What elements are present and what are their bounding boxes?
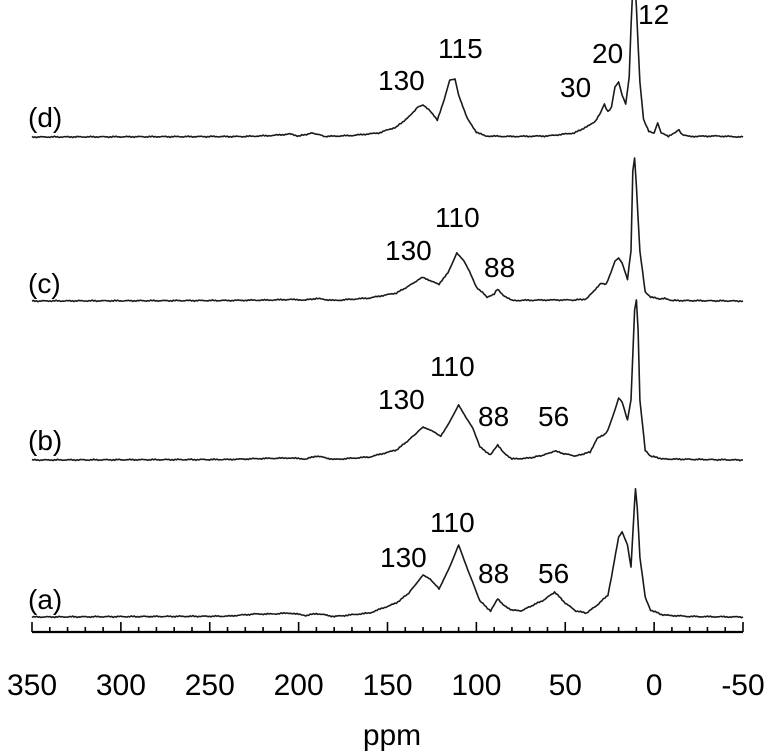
- x-tick-label: -50: [721, 669, 764, 702]
- peak-label-d-30: 30: [560, 72, 591, 103]
- series-label-c: (c): [28, 268, 61, 299]
- peak-label-c-110: 110: [435, 202, 480, 233]
- spectrum-trace-d: [31, 0, 744, 139]
- x-tick-label: 150: [362, 669, 412, 702]
- peak-label-a-88: 88: [478, 558, 509, 589]
- x-tick-label: 0: [646, 669, 663, 702]
- peak-label-d-115: 115: [438, 33, 483, 64]
- spectrum-trace-a: [31, 488, 744, 619]
- x-tick-label: 50: [549, 669, 582, 702]
- peak-label-c-130: 130: [385, 235, 432, 266]
- peak-label-a-130: 130: [380, 542, 427, 573]
- peak-label-d-130: 130: [378, 65, 425, 96]
- spectrum-trace-c: [31, 157, 744, 303]
- peak-label-b-88: 88: [478, 401, 509, 432]
- peak-label-a-56: 56: [538, 558, 569, 589]
- x-tick-label: 250: [185, 669, 235, 702]
- x-axis-title: ppm: [363, 719, 421, 752]
- peak-label-b-56: 56: [538, 401, 569, 432]
- peak-label-b-110: 110: [430, 351, 475, 382]
- series-label-a: (a): [28, 584, 62, 615]
- spectrum-trace-b: [31, 299, 744, 462]
- x-tick-label: 200: [274, 669, 324, 702]
- spectra-traces: [31, 0, 744, 619]
- peak-label-c-88: 88: [484, 252, 515, 283]
- peak-label-d-20: 20: [592, 38, 623, 69]
- x-tick-label: 100: [451, 669, 501, 702]
- x-tick-label: 350: [7, 669, 57, 702]
- series-label-b: (b): [28, 425, 62, 456]
- peak-label-a-110: 110: [430, 507, 475, 538]
- peak-label-d-12: 12: [638, 0, 669, 30]
- series-label-d: (d): [28, 102, 62, 133]
- peak-label-b-130: 130: [378, 384, 425, 415]
- x-axis: 350 300 250 200 150 100 50 0 -50: [7, 622, 765, 702]
- x-tick-label: 300: [96, 669, 146, 702]
